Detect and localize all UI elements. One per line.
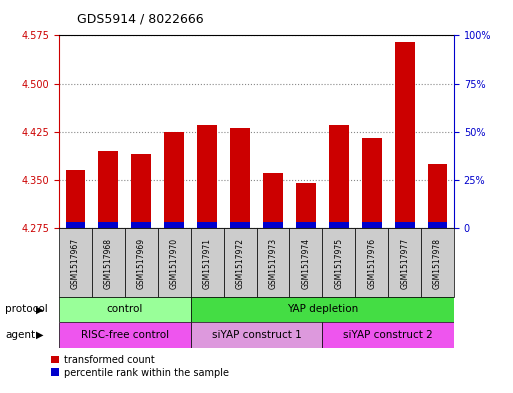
- Bar: [59, 297, 191, 322]
- Bar: [66, 170, 85, 228]
- Bar: [197, 222, 217, 228]
- Bar: [191, 297, 454, 322]
- Text: GSM1517975: GSM1517975: [334, 238, 343, 289]
- Bar: [329, 222, 349, 228]
- Bar: [289, 228, 322, 297]
- Bar: [230, 222, 250, 228]
- Bar: [158, 228, 191, 297]
- Text: GSM1517977: GSM1517977: [400, 238, 409, 289]
- Bar: [394, 42, 415, 228]
- Text: GSM1517967: GSM1517967: [71, 238, 80, 289]
- Text: GDS5914 / 8022666: GDS5914 / 8022666: [77, 13, 204, 26]
- Text: GSM1517970: GSM1517970: [170, 238, 179, 289]
- Text: GSM1517976: GSM1517976: [367, 238, 376, 289]
- Bar: [59, 228, 92, 297]
- Bar: [98, 222, 118, 228]
- Bar: [296, 183, 315, 228]
- Bar: [230, 129, 250, 228]
- Bar: [394, 222, 415, 228]
- Bar: [256, 228, 289, 297]
- Bar: [197, 125, 217, 228]
- Bar: [296, 222, 315, 228]
- Text: GSM1517974: GSM1517974: [301, 238, 310, 289]
- Bar: [191, 228, 224, 297]
- Text: siYAP construct 2: siYAP construct 2: [343, 330, 433, 340]
- Text: RISC-free control: RISC-free control: [81, 330, 169, 340]
- Text: YAP depletion: YAP depletion: [287, 305, 358, 314]
- Bar: [92, 228, 125, 297]
- Bar: [131, 222, 151, 228]
- Bar: [362, 138, 382, 228]
- Text: siYAP construct 1: siYAP construct 1: [212, 330, 301, 340]
- Text: GSM1517972: GSM1517972: [235, 238, 245, 289]
- Text: GSM1517973: GSM1517973: [268, 238, 278, 289]
- Text: GSM1517978: GSM1517978: [433, 238, 442, 289]
- Bar: [164, 222, 184, 228]
- Bar: [164, 132, 184, 228]
- Text: GSM1517968: GSM1517968: [104, 238, 113, 289]
- Bar: [329, 125, 349, 228]
- Bar: [421, 228, 454, 297]
- Bar: [191, 322, 322, 348]
- Text: ▶: ▶: [36, 305, 43, 314]
- Bar: [355, 228, 388, 297]
- Bar: [263, 222, 283, 228]
- Bar: [263, 173, 283, 228]
- Bar: [98, 151, 118, 228]
- Text: GSM1517969: GSM1517969: [137, 238, 146, 289]
- Bar: [362, 222, 382, 228]
- Bar: [428, 222, 447, 228]
- Text: agent: agent: [5, 330, 35, 340]
- Text: control: control: [107, 305, 143, 314]
- Text: ▶: ▶: [36, 330, 43, 340]
- Bar: [59, 322, 191, 348]
- Bar: [66, 222, 85, 228]
- Bar: [322, 322, 454, 348]
- Bar: [125, 228, 158, 297]
- Bar: [388, 228, 421, 297]
- Text: protocol: protocol: [5, 305, 48, 314]
- Text: GSM1517971: GSM1517971: [203, 238, 212, 289]
- Bar: [322, 228, 355, 297]
- Bar: [224, 228, 256, 297]
- Legend: transformed count, percentile rank within the sample: transformed count, percentile rank withi…: [51, 354, 229, 378]
- Bar: [428, 164, 447, 228]
- Bar: [131, 154, 151, 228]
